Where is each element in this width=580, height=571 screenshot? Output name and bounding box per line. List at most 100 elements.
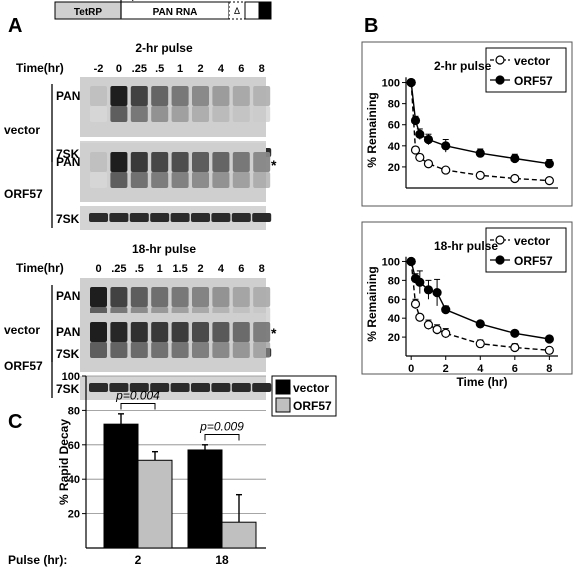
data-point (415, 277, 425, 287)
time-label: 0 (95, 263, 101, 275)
gel2-label-7sk-vector: 7SK (56, 347, 80, 361)
gel-band (130, 152, 148, 172)
y-tick-label: 60 (388, 294, 400, 306)
legend-marker (495, 235, 505, 245)
category-label: 2 (135, 553, 142, 567)
arrow-head-icon (132, 0, 134, 1)
gel2-orf57-7sk (80, 376, 272, 400)
data-point (415, 312, 425, 322)
y-tick-label: 80 (68, 405, 80, 417)
gel-band (192, 287, 209, 307)
gel-band-smear (90, 342, 107, 358)
gel2-title: 18-hr pulse (132, 242, 196, 256)
significance-bracket (120, 403, 156, 410)
gel-band-smear (90, 172, 107, 188)
y-tick-label: 40 (68, 474, 80, 486)
time-label: -2 (94, 63, 104, 75)
gel-band (192, 322, 209, 342)
gel-band (110, 322, 128, 342)
panel-label-c: C (8, 411, 22, 433)
gel2-row-orf57: ORF57 (4, 359, 43, 373)
data-point (475, 148, 485, 158)
gel-band (151, 152, 169, 172)
promoter-label: TetRP (74, 7, 102, 18)
y-tick-label: 100 (382, 256, 400, 268)
data-point (415, 152, 425, 163)
gel1-label-7sk-vector: 7SK (56, 147, 80, 161)
time-label: .5 (155, 63, 164, 75)
data-point (475, 339, 485, 349)
gel-band (171, 287, 189, 307)
bar (137, 459, 173, 549)
time-label: 1 (157, 263, 163, 275)
gel-band-smear (192, 106, 209, 122)
gel-band (192, 152, 209, 172)
legend-label: vector (293, 381, 329, 395)
gel-band-smear (110, 342, 128, 358)
bar (103, 423, 139, 549)
gel-band-7sk (252, 213, 272, 222)
time-label: 4 (218, 263, 225, 275)
gel-band-smear (253, 106, 271, 122)
y-axis-label: % Rapid Decay (57, 419, 71, 505)
gel-band (253, 322, 271, 342)
gel-band-smear (232, 172, 250, 188)
gel2-time-label: Time(hr) (16, 261, 64, 275)
y-tick-label: 100 (382, 78, 400, 90)
gel-band-smear (192, 172, 209, 188)
gel-band-7sk (150, 213, 170, 222)
gel1-label-pan-vector: PAN (56, 89, 80, 103)
data-point (406, 77, 416, 88)
gel1-time-labels: -2 0 .25 .5 1 2 4 6 8 (94, 63, 265, 75)
significance-bracket (204, 433, 240, 441)
x-axis-label: Pulse (hr): (8, 553, 67, 567)
y-axis-label: % Remaining (365, 266, 379, 341)
gel1-orf57-pan-blot (80, 143, 271, 202)
gel-band (192, 86, 209, 106)
gel-band-smear (212, 106, 230, 122)
gel-band (212, 86, 230, 106)
gel-band-smear (130, 172, 148, 188)
data-point (475, 319, 485, 329)
category-label: 18 (215, 553, 229, 567)
gel2-label-pan-vector: PAN (56, 289, 80, 303)
x-tick-label: 0 (408, 363, 414, 375)
time-label: 6 (238, 263, 244, 275)
gel-band (130, 86, 148, 106)
gel2-label-7sk-orf57: 7SK (56, 382, 80, 396)
data-point (510, 153, 520, 164)
gel-band (130, 287, 148, 307)
x-axis-label: Time (hr) (456, 375, 507, 389)
bar (221, 521, 257, 549)
x-tick-label: 8 (546, 363, 552, 375)
p-value-label: p=0.004 (115, 389, 160, 403)
y-tick-label: 80 (388, 99, 400, 111)
panel-label-a: A (8, 15, 22, 37)
legend-box (485, 47, 567, 93)
gel1-label-7sk-orf57: 7SK (56, 212, 80, 226)
data-point (423, 285, 434, 295)
gel-band-smear (253, 172, 271, 188)
gel-band (232, 287, 250, 307)
data-point (410, 115, 421, 126)
data-point (441, 141, 451, 151)
gel-band (110, 86, 128, 106)
legend-label: vector (514, 234, 550, 248)
chart-18hr-pulse: 20 40 60 80 100 0 2 4 6 8 % Remaining Time (hr) 18-h… (361, 221, 573, 389)
data-point (432, 324, 442, 335)
gel1-row-orf57: ORF57 (4, 187, 43, 201)
data-point (510, 173, 520, 184)
gel-band-7sk (129, 213, 149, 222)
gel-band (253, 152, 271, 172)
data-point (423, 134, 434, 145)
gel-band-7sk (150, 383, 170, 392)
gel-band-7sk (211, 383, 231, 392)
gel-band-7sk (129, 383, 149, 392)
data-point (423, 320, 434, 330)
y-tick-label: 40 (388, 313, 400, 325)
time-label: .5 (135, 263, 144, 275)
gel-band (110, 152, 128, 172)
time-label: 8 (259, 263, 265, 275)
gel-band (212, 287, 230, 307)
